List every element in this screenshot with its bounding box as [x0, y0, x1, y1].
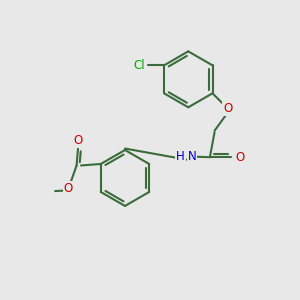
Text: Cl: Cl: [134, 59, 146, 72]
Text: N: N: [188, 150, 196, 163]
Text: O: O: [236, 151, 245, 164]
Text: O: O: [64, 182, 73, 195]
Text: O: O: [74, 134, 83, 147]
Text: O: O: [223, 102, 232, 115]
Text: H: H: [176, 150, 185, 163]
